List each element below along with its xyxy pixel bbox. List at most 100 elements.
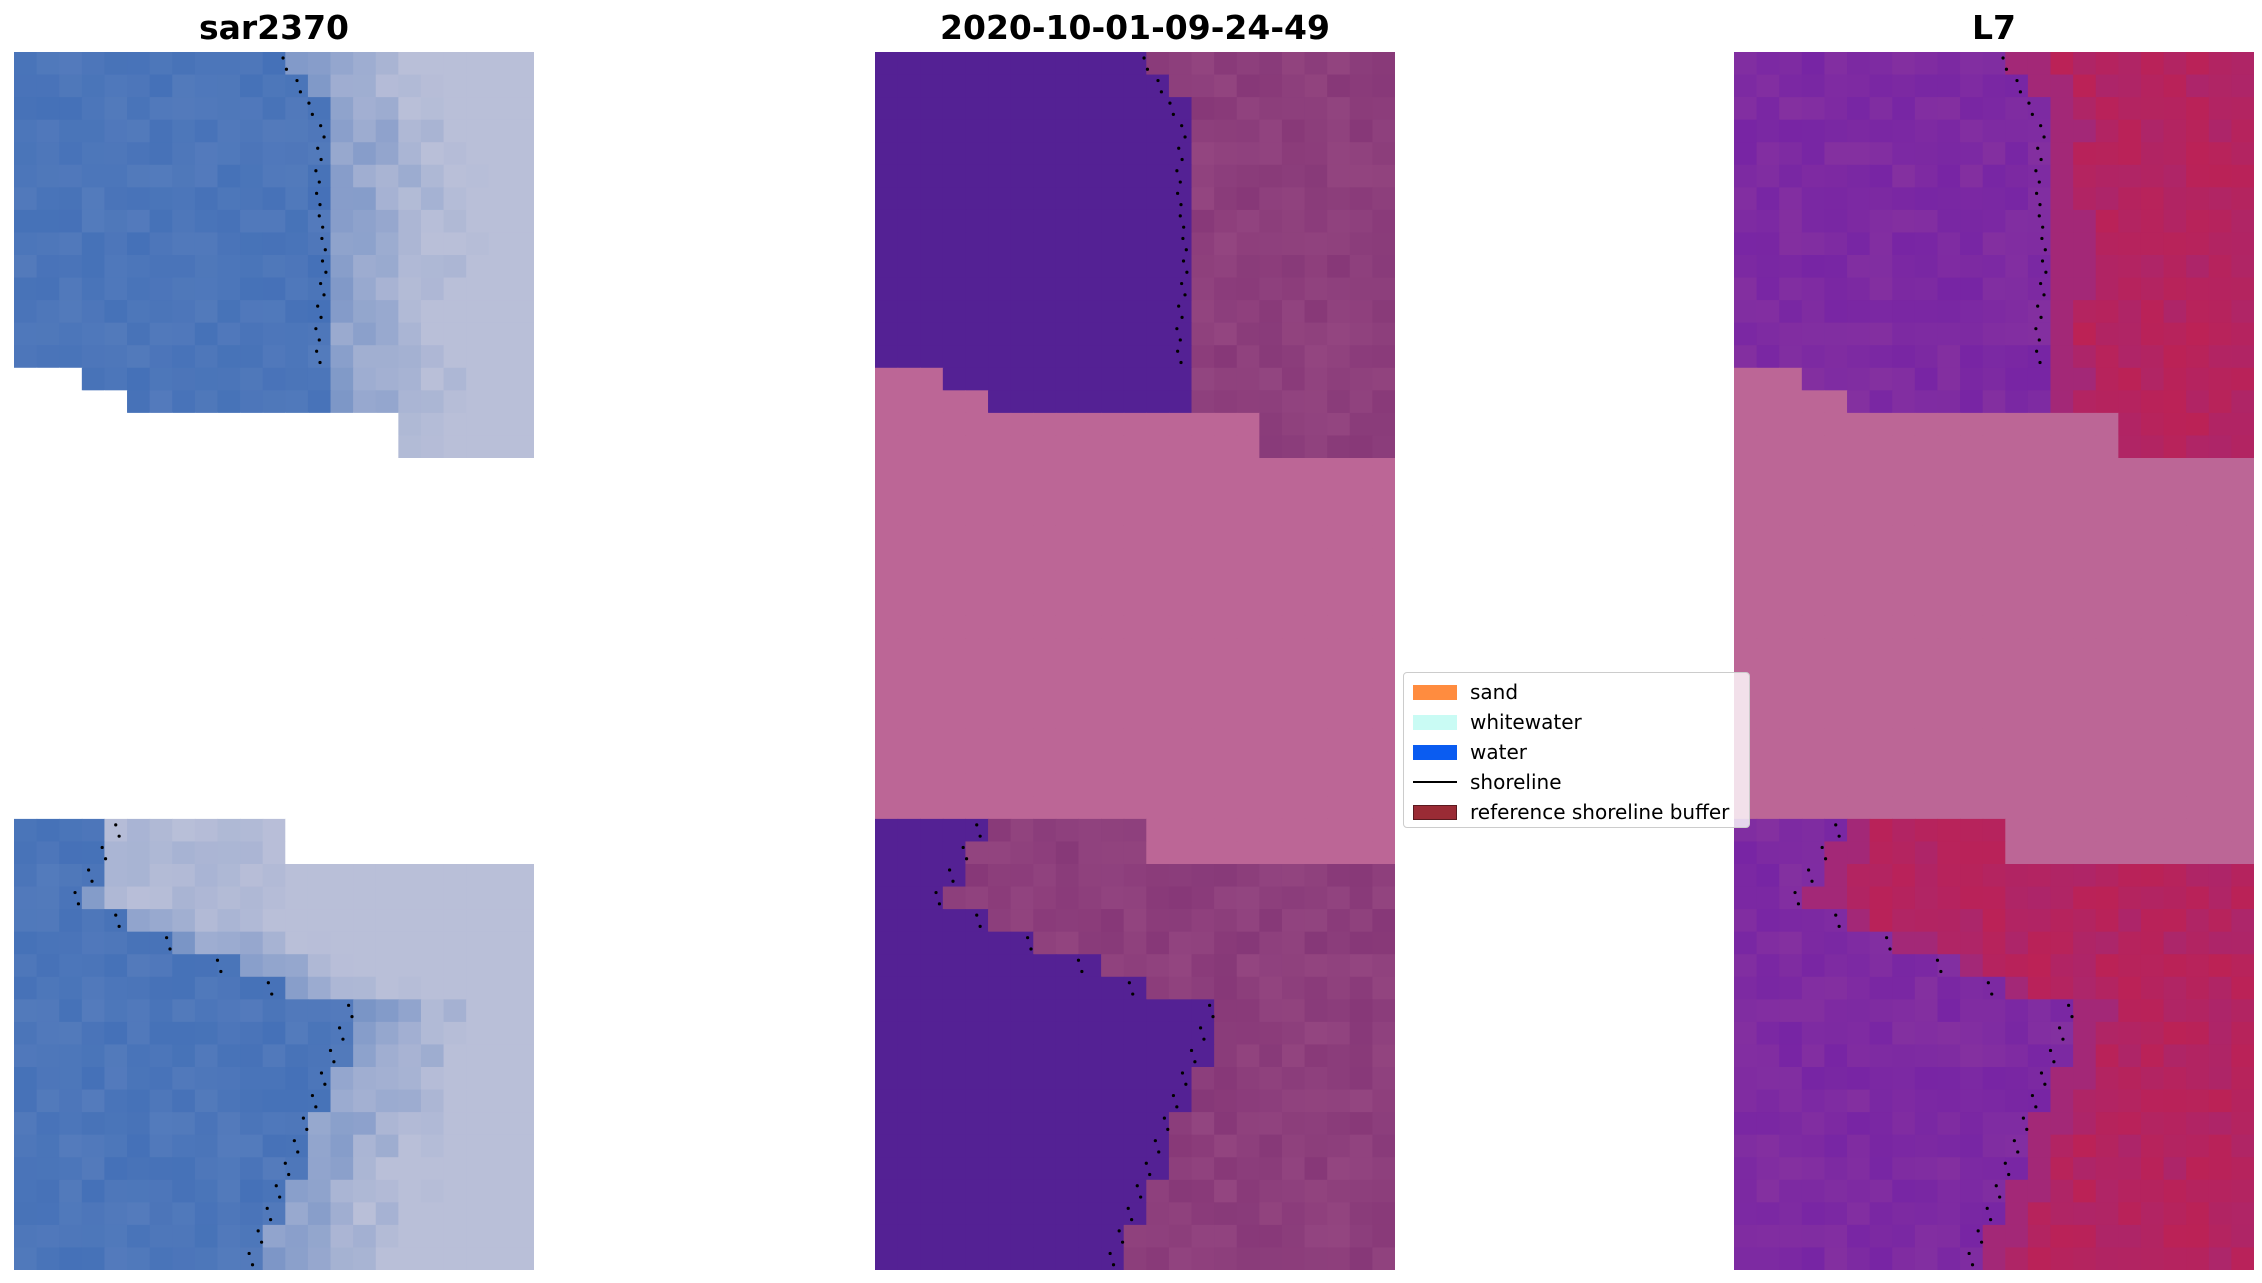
image-pixel — [1259, 458, 1283, 482]
shoreline-point — [2004, 67, 2009, 71]
image-pixel — [897, 300, 921, 324]
image-pixel — [172, 683, 196, 707]
image-pixel — [988, 390, 1012, 414]
shoreline-point — [1111, 1263, 1116, 1267]
image-pixel — [2186, 909, 2210, 933]
image-pixel — [897, 1134, 921, 1158]
image-pixel — [1010, 74, 1034, 98]
image-pixel — [420, 322, 445, 346]
image-pixel — [1869, 187, 1893, 211]
image-pixel — [375, 435, 399, 459]
image-pixel — [1214, 1179, 1238, 1203]
image-pixel — [2095, 931, 2119, 955]
image-pixel — [2231, 209, 2254, 234]
image-pixel — [2095, 209, 2119, 234]
image-pixel — [127, 1202, 151, 1226]
image-pixel — [1146, 480, 1170, 504]
image-pixel — [2208, 458, 2232, 482]
image-pixel — [2095, 1089, 2119, 1113]
image-pixel — [172, 886, 196, 910]
image-pixel — [36, 841, 60, 865]
image-pixel — [1146, 931, 1170, 955]
image-pixel — [1191, 503, 1215, 527]
image-pixel — [1281, 1067, 1306, 1091]
image-pixel — [511, 976, 534, 1000]
image-pixel — [2163, 52, 2187, 76]
image-pixel — [1281, 322, 1306, 346]
image-pixel — [488, 187, 512, 211]
shoreline-point — [1985, 1206, 1989, 1210]
image-pixel — [2027, 886, 2052, 910]
image-pixel — [1756, 97, 1780, 121]
image-pixel — [398, 255, 422, 279]
image-pixel — [1146, 142, 1170, 166]
image-pixel — [2027, 706, 2052, 730]
image-pixel — [2027, 232, 2052, 256]
image-pixel — [1372, 615, 1395, 640]
image-pixel — [1982, 435, 2006, 459]
image-pixel — [2140, 232, 2165, 256]
image-pixel — [2050, 1021, 2074, 1046]
image-pixel — [2027, 525, 2052, 549]
image-pixel — [1327, 458, 1351, 482]
image-pixel — [81, 1112, 106, 1136]
image-pixel — [59, 503, 83, 527]
image-pixel — [988, 187, 1012, 211]
image-pixel — [149, 97, 173, 121]
image-pixel — [262, 931, 286, 955]
image-pixel — [1146, 1157, 1170, 1181]
image-pixel — [488, 74, 512, 98]
image-pixel — [1869, 119, 1893, 143]
image-pixel — [443, 277, 467, 301]
image-pixel — [149, 638, 173, 662]
image-pixel — [375, 1202, 399, 1226]
image-pixel — [1214, 796, 1238, 820]
image-pixel — [2005, 1067, 2029, 1091]
image-pixel — [353, 1067, 377, 1091]
image-pixel — [1372, 683, 1395, 707]
shoreline-point — [2025, 1127, 2029, 1131]
image-pixel — [262, 954, 286, 978]
shoreline-point — [1837, 924, 1841, 928]
image-pixel — [59, 886, 83, 910]
image-pixel — [1304, 864, 1328, 888]
image-pixel — [1824, 232, 1848, 256]
image-pixel — [2050, 683, 2074, 707]
image-pixel — [1779, 232, 1803, 256]
image-pixel — [1259, 345, 1283, 369]
image-pixel — [1281, 818, 1306, 843]
image-pixel — [59, 841, 83, 865]
image-pixel — [2118, 209, 2142, 234]
image-pixel — [353, 548, 377, 572]
image-pixel — [1824, 999, 1848, 1023]
image-pixel — [2140, 255, 2165, 279]
legend: sand whitewater water shoreline referenc… — [1403, 672, 1750, 828]
image-pixel — [1123, 1067, 1147, 1091]
image-pixel — [2208, 255, 2232, 279]
image-pixel — [443, 1202, 467, 1226]
image-pixel — [398, 119, 422, 143]
image-pixel — [1123, 976, 1147, 1000]
image-pixel — [194, 864, 219, 888]
image-pixel — [149, 864, 173, 888]
image-pixel — [1010, 570, 1034, 594]
image-pixel — [1033, 976, 1057, 1000]
image-pixel — [240, 255, 264, 279]
image-pixel — [81, 570, 106, 594]
image-pixel — [1756, 435, 1780, 459]
image-pixel — [1892, 728, 1916, 752]
image-pixel — [2140, 119, 2165, 143]
image-pixel — [920, 864, 944, 888]
image-pixel — [965, 52, 989, 76]
image-pixel — [466, 976, 490, 1000]
image-pixel — [81, 322, 106, 346]
image-pixel — [285, 1089, 309, 1113]
image-pixel — [1824, 367, 1848, 391]
image-pixel — [2073, 412, 2097, 437]
image-pixel — [285, 1247, 309, 1270]
image-pixel — [2163, 1224, 2187, 1249]
image-pixel — [488, 999, 512, 1023]
image-pixel — [2050, 322, 2074, 346]
shoreline-point — [256, 1229, 260, 1233]
image-pixel — [1010, 886, 1034, 910]
